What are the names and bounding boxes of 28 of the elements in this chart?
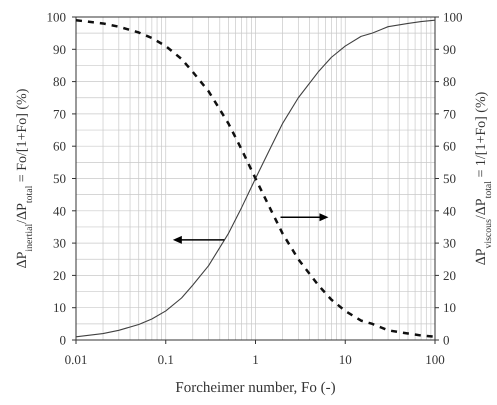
x-tick-label: 1	[252, 352, 259, 367]
y-tick-label: 60	[53, 138, 66, 154]
y-tick-label: 100	[46, 10, 66, 24]
y-tick-label: 70	[53, 106, 66, 122]
y-tick-label: 20	[53, 268, 66, 283]
y2-tick-label: 10	[443, 300, 456, 316]
y-tick-label: 30	[53, 236, 66, 251]
x-tick-label: 0.01	[64, 352, 88, 367]
y2-tick-label: 70	[443, 106, 456, 122]
y2-tick-label: 60	[443, 138, 456, 154]
y2-tick-label: 0	[443, 332, 450, 348]
y-tick-label: 0	[60, 332, 66, 348]
x-tick-label: 10	[338, 352, 352, 367]
y2-tick-label: 80	[443, 74, 456, 90]
x-tick-label: 100	[425, 352, 445, 367]
x-tick-label: 0.1	[158, 352, 174, 367]
y2-tick-label: 100	[443, 10, 462, 24]
y2-tick-label: 90	[443, 42, 456, 57]
y-tick-label: 10	[53, 300, 66, 316]
y2-tick-label: 40	[443, 203, 456, 218]
y2-tick-label: 50	[443, 171, 456, 186]
y-tick-label: 40	[53, 203, 66, 218]
y2-tick-label: 20	[443, 268, 456, 283]
y2-tick-label: 30	[443, 236, 456, 251]
y-tick-label: 50	[53, 171, 66, 186]
x-axis-title: Forcheimer number, Fo (-)	[175, 380, 336, 396]
y-tick-label: 90	[53, 42, 66, 57]
y-tick-label: 80	[53, 74, 66, 90]
